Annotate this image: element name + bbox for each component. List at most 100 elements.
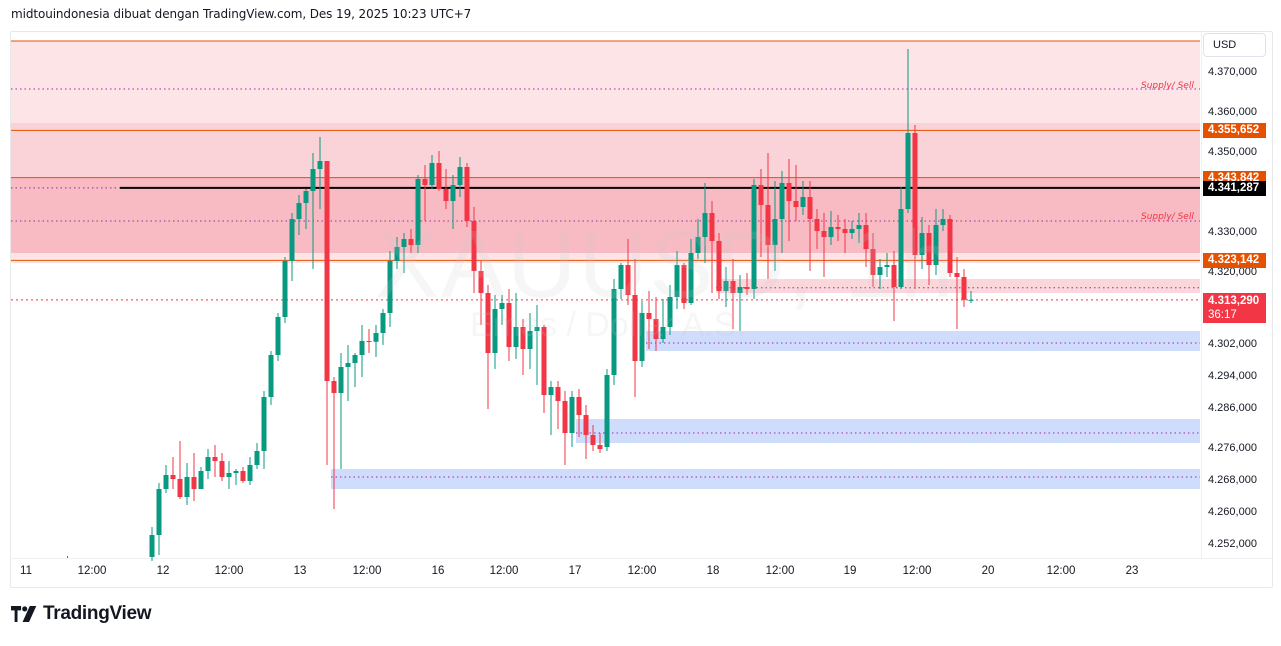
candle [905, 49, 911, 213]
bar-countdown: 36:17 [1208, 308, 1237, 321]
level-price-tag: 4.341,287 [1203, 180, 1266, 196]
price-tick-label: 4.276,000 [1208, 442, 1257, 454]
candle [583, 405, 589, 459]
candle [247, 457, 253, 485]
current-price-tag: 4.313,290 36:17 [1203, 292, 1266, 323]
candle [352, 353, 358, 387]
candle [940, 209, 946, 231]
price-tick-label: 4.320,000 [1208, 266, 1257, 278]
tradingview-logo-icon [11, 606, 37, 622]
candle [667, 285, 673, 335]
candle [863, 213, 869, 267]
candle [793, 165, 799, 221]
candle [163, 465, 169, 493]
candle [380, 309, 386, 345]
price-tick-label: 4.350,000 [1208, 146, 1257, 158]
candle [590, 425, 596, 451]
supply-small-zone [716, 279, 1200, 293]
candle [702, 183, 708, 263]
candle [324, 161, 330, 465]
candle [779, 171, 785, 253]
candle [443, 169, 449, 209]
currency-selector[interactable]: USD [1203, 33, 1266, 57]
candle [730, 259, 736, 329]
candle [422, 165, 428, 221]
tradingview-logo[interactable]: TradingView [11, 603, 152, 625]
time-tick-label: 17 [568, 565, 582, 577]
time-tick-label: 13 [293, 565, 307, 577]
candle [744, 273, 750, 295]
candle [317, 137, 323, 209]
candle [268, 351, 274, 405]
candle [800, 181, 806, 215]
candle [359, 325, 365, 377]
candle [394, 237, 400, 269]
candle [436, 151, 442, 191]
candle [898, 187, 904, 289]
candle [198, 467, 204, 489]
candle [968, 291, 974, 303]
candle [919, 217, 925, 269]
candle [681, 263, 687, 309]
time-tick-label: 12 [156, 565, 170, 577]
candle [674, 251, 680, 309]
candle [289, 213, 295, 281]
candle [786, 159, 792, 241]
candle [331, 377, 337, 509]
supply-core-zone [11, 177, 1200, 253]
candle [646, 291, 652, 349]
candle [156, 483, 162, 555]
candle [877, 259, 883, 289]
supply-zone-label-upper: Supply/ Sell [1141, 81, 1194, 91]
candle [303, 189, 309, 229]
candle [695, 219, 701, 259]
candle [569, 391, 575, 447]
price-tick-label: 4.268,000 [1208, 474, 1257, 486]
candle [219, 453, 225, 481]
candle [548, 381, 554, 435]
candle [233, 469, 239, 485]
candle [891, 251, 897, 321]
candle [961, 269, 967, 307]
candle [821, 213, 827, 277]
candle [527, 313, 533, 369]
candle [226, 461, 232, 489]
candle [450, 175, 456, 229]
price-tick-label: 4.260,000 [1208, 506, 1257, 518]
candle [296, 195, 302, 235]
price-tick-label: 4.252,000 [1208, 538, 1257, 550]
candle [499, 295, 505, 325]
candle [856, 213, 862, 243]
supply-zone [11, 253, 1200, 263]
candle [597, 433, 603, 453]
candle-fragment [67, 556, 68, 558]
candle [611, 279, 617, 385]
supply-zone-label-lower: Supply/ Sell [1141, 212, 1194, 222]
candle [506, 289, 512, 361]
candle [408, 229, 414, 253]
time-tick-label: 18 [706, 565, 720, 577]
candle [765, 153, 771, 279]
candle [842, 219, 848, 253]
candle [737, 275, 743, 331]
price-tick-label: 4.286,000 [1208, 402, 1257, 414]
time-tick-label: 19 [843, 565, 857, 577]
candle [723, 267, 729, 307]
candle [149, 527, 155, 561]
candle [338, 353, 344, 469]
candle [191, 453, 197, 501]
chart-attribution-header: midtouindonesia dibuat dengan TradingVie… [11, 7, 472, 21]
candle [947, 215, 953, 277]
candle [772, 181, 778, 271]
level-price-tag: 4.323,142 [1203, 253, 1266, 269]
price-tick-label: 4.302,000 [1208, 338, 1257, 350]
candle [240, 467, 246, 483]
candle [485, 285, 491, 409]
time-tick-label: 20 [981, 565, 995, 577]
candle [415, 175, 421, 253]
candle [625, 239, 631, 305]
time-tick-label: 23 [1125, 565, 1139, 577]
candle [688, 239, 694, 305]
candle [513, 293, 519, 359]
